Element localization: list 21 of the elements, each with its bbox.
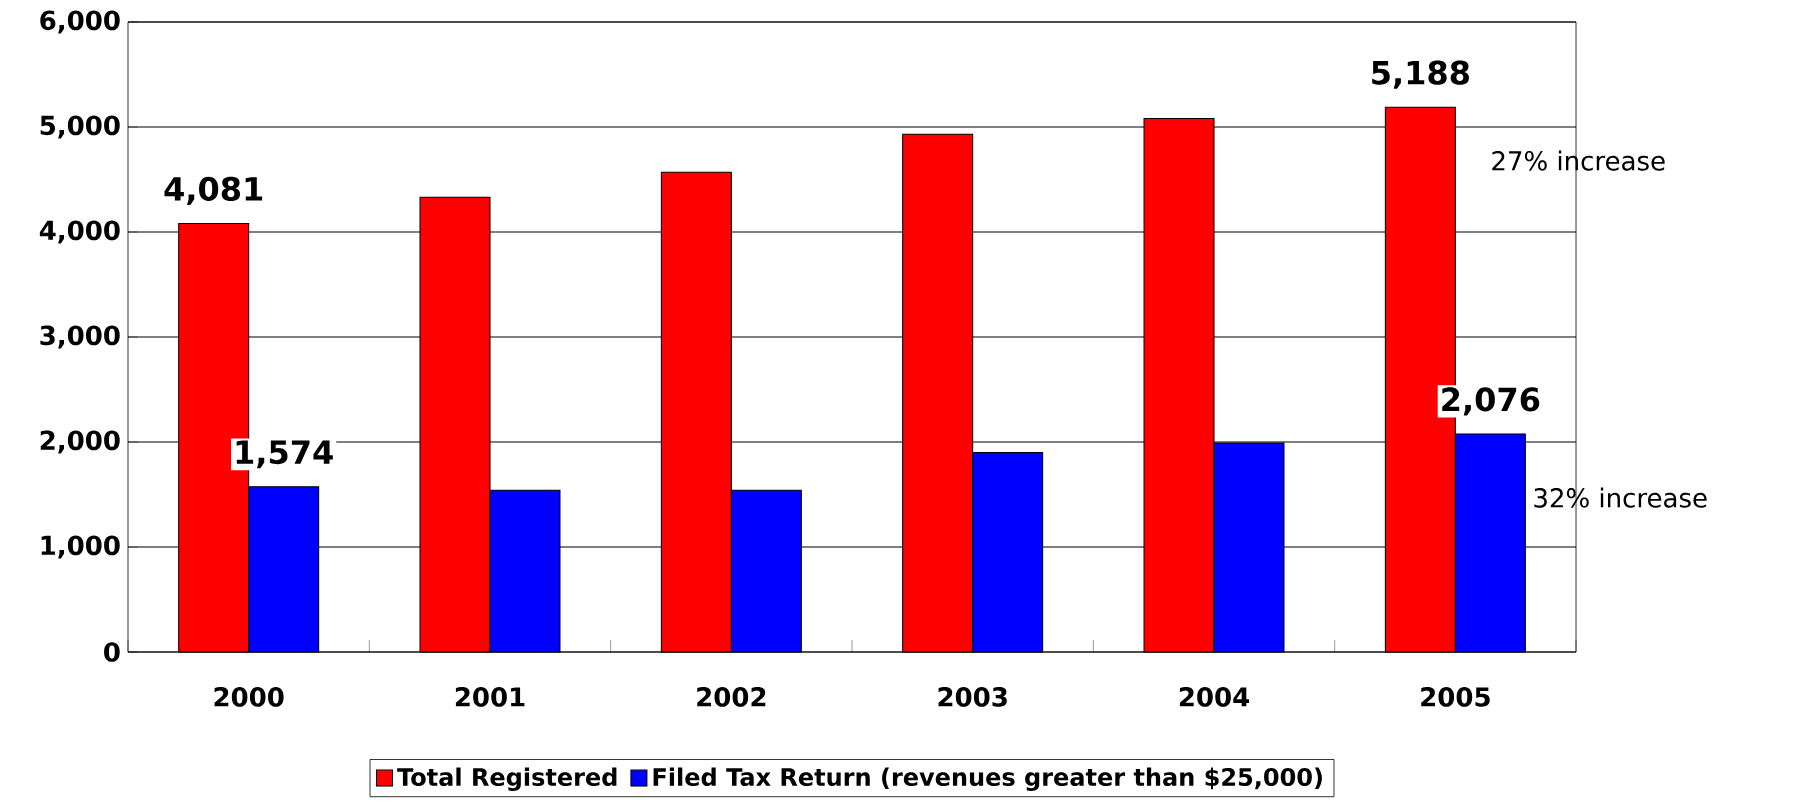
x-tick-label: 2000 (214, 687, 284, 707)
x-tick-label: 2001 (455, 687, 525, 707)
legend-label: Total Registered (397, 767, 617, 791)
y-tick-label: 4,000 (39, 220, 120, 244)
y-tick-label: 2,000 (40, 430, 120, 454)
data-label: 5,188 (1372, 60, 1469, 89)
legend-label: Filed Tax Return (revenues greater than $25,000) (653, 767, 1322, 791)
data-label: 1,574 (236, 440, 333, 469)
x-tick-label: 2004 (1179, 687, 1250, 707)
y-tick-label: 1,000 (41, 535, 120, 559)
y-tick-label: 0 (104, 642, 120, 662)
y-tick-label: 6,000 (40, 10, 120, 34)
data-label: 2,076 (1442, 387, 1540, 416)
x-tick-label: 2005 (1421, 687, 1490, 707)
annotation: 32% increase (1534, 487, 1707, 508)
data-label: 4,081 (164, 176, 263, 206)
x-tick-label: 2002 (697, 687, 766, 707)
x-tick-label: 2003 (938, 687, 1007, 707)
annotation: 27% increase (1492, 150, 1665, 171)
y-tick-label: 5,000 (40, 115, 120, 139)
y-tick-label: 3,000 (40, 325, 120, 349)
